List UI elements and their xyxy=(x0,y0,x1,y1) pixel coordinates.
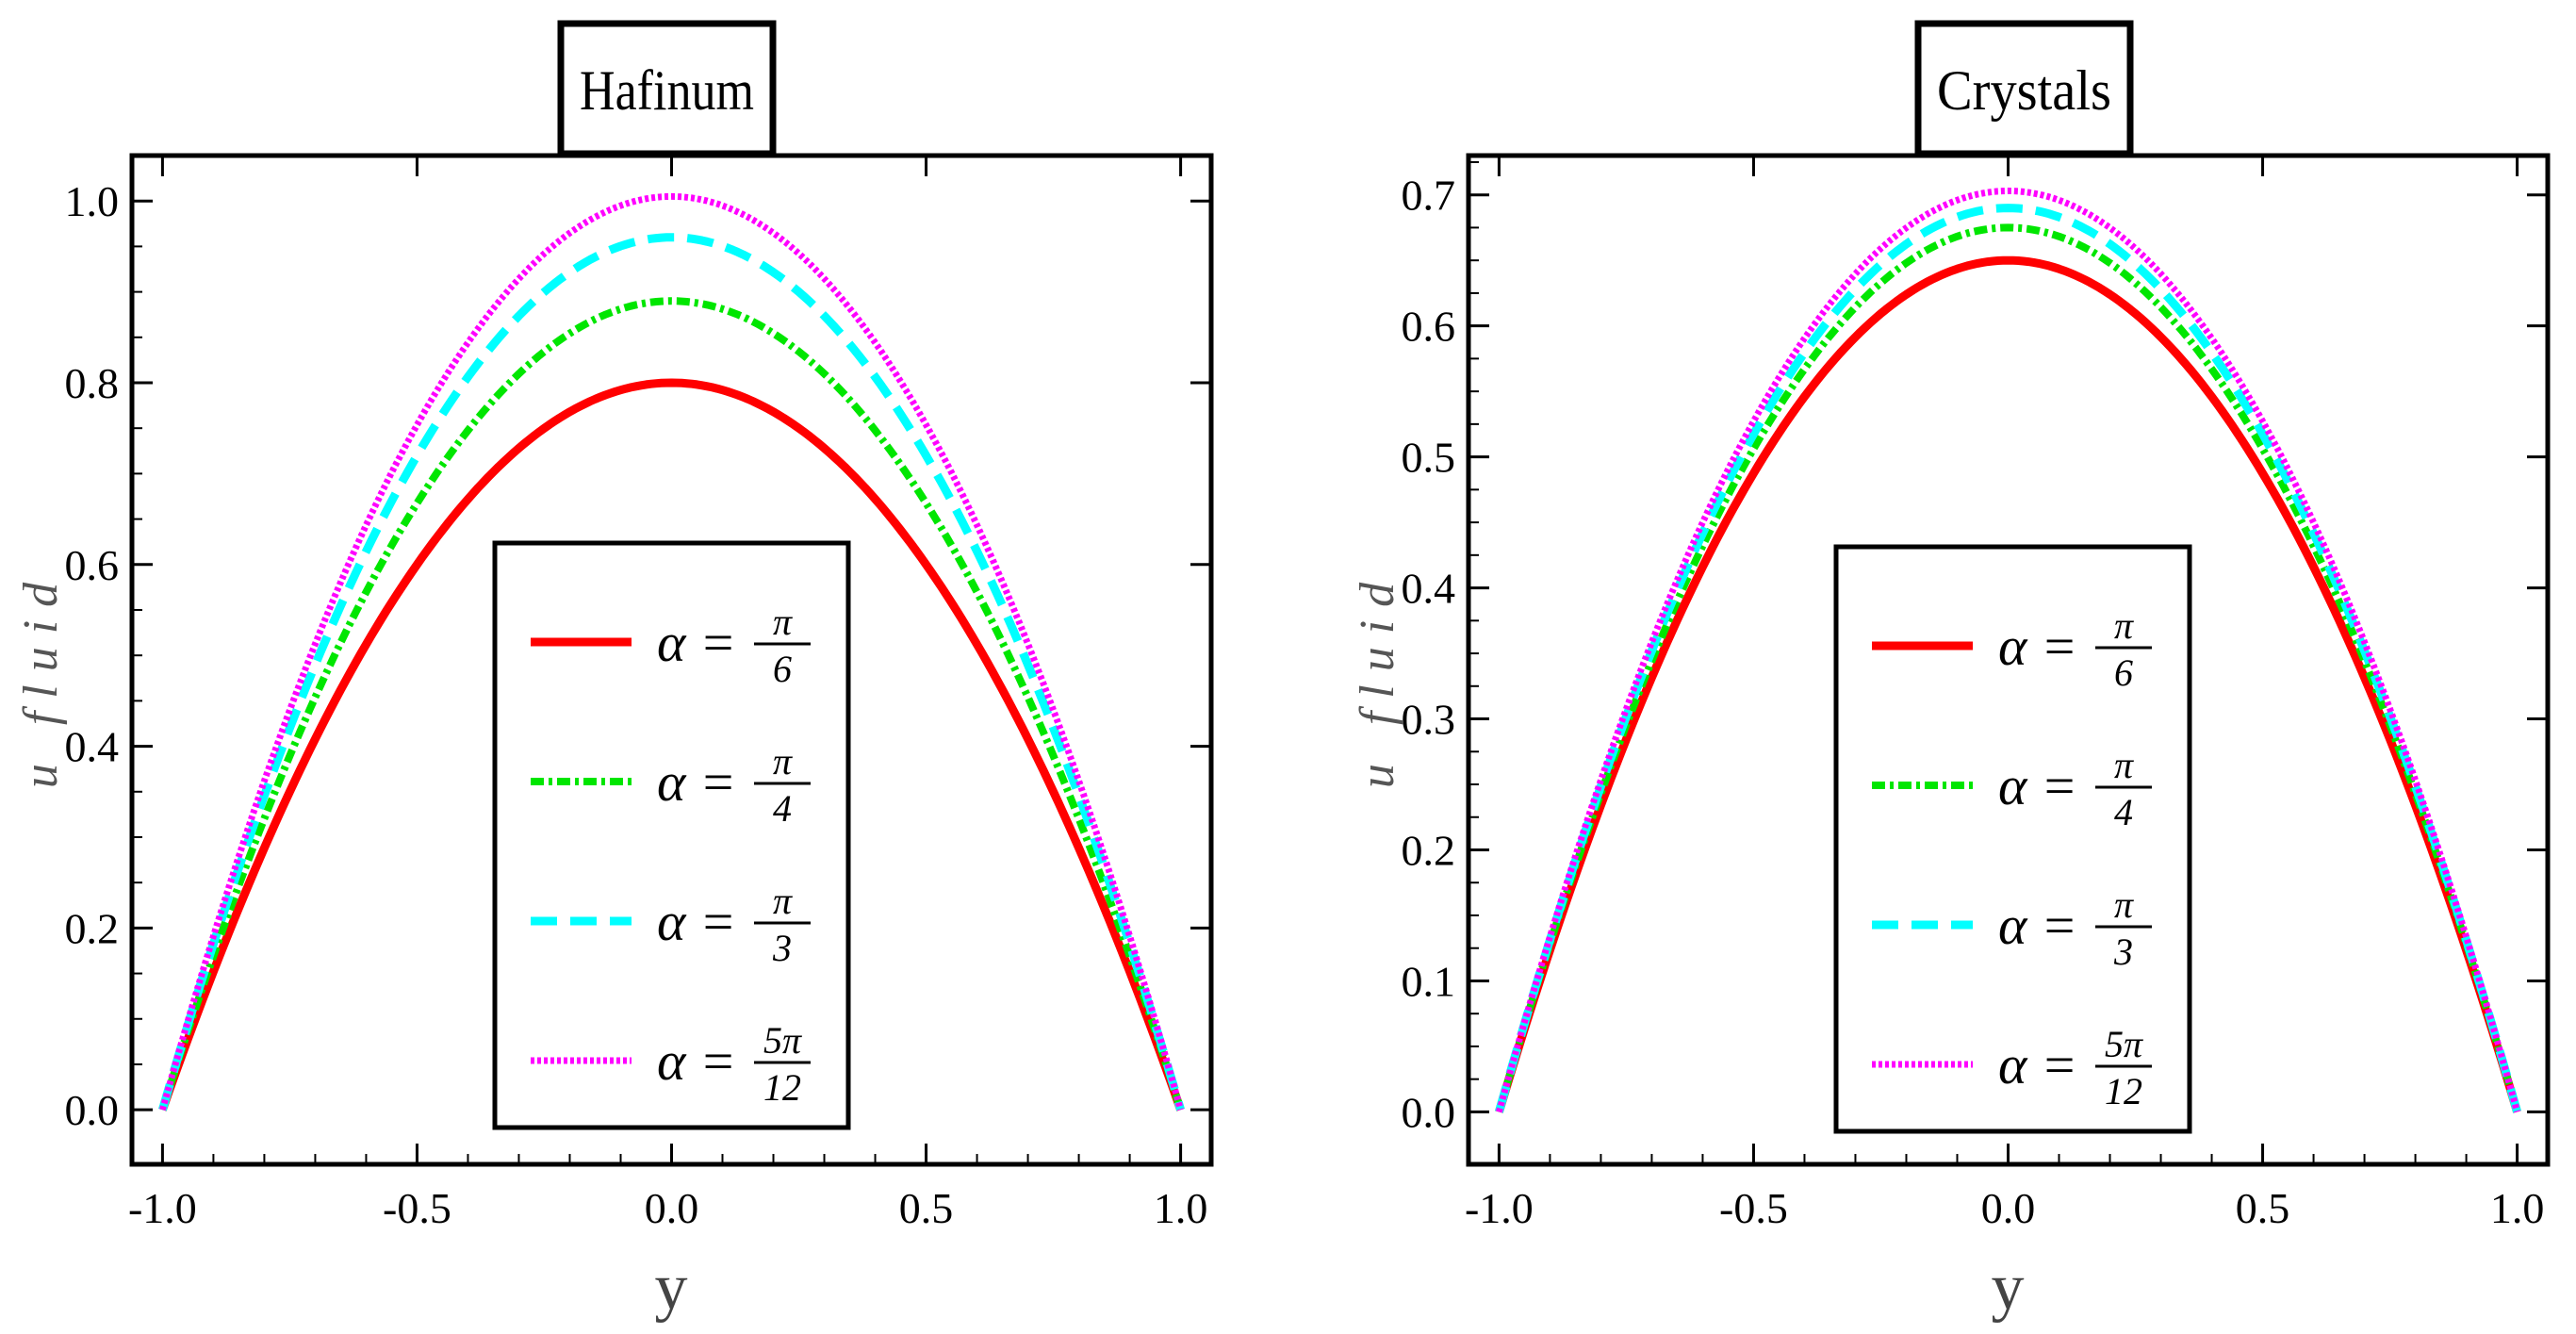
chart-title: Crystals xyxy=(1937,59,2111,122)
legend-frac-den: 3 xyxy=(2113,931,2133,973)
legend-frac-num: π xyxy=(773,740,793,782)
legend-frac-num: π xyxy=(773,601,793,643)
series-line-3 xyxy=(158,233,1185,1112)
y-tick-label: 0.7 xyxy=(1402,172,1456,220)
legend-label-3: α = xyxy=(1998,895,2077,956)
x-tick-label: 1.0 xyxy=(2490,1184,2545,1232)
legend-frac-den: 4 xyxy=(773,787,792,830)
series-line-4 xyxy=(1496,188,2520,1113)
legend-label-4: α = xyxy=(657,1030,736,1092)
chart-panel-1: -1.0 -0.5 0.0 0.5 1.0 0.0 0.2 0.4 0.6 0.8 1.0 Hafin… xyxy=(14,20,1214,1324)
x-tick-label: -0.5 xyxy=(1719,1184,1788,1232)
legend-frac-num: π xyxy=(2114,744,2134,786)
series-line-1 xyxy=(158,378,1185,1112)
x-tick-label: 1.0 xyxy=(1154,1184,1208,1232)
y-tick-label: 0.2 xyxy=(65,904,120,952)
y-tick-label: 0.8 xyxy=(65,359,120,407)
y-axis-title: u fluid xyxy=(1351,569,1404,788)
y-tick-label: 0.6 xyxy=(65,541,120,589)
x-tick-label: -1.0 xyxy=(128,1184,197,1232)
series-line-2 xyxy=(158,297,1185,1112)
y-tick-label: 0.5 xyxy=(1402,434,1456,482)
chart-title-box xyxy=(557,20,777,157)
y-axis-title: u fluid xyxy=(14,569,68,788)
legend-label-2: α = xyxy=(657,751,736,813)
x-tick-label: 0.5 xyxy=(2236,1184,2290,1232)
y-tick-label: 0.0 xyxy=(1402,1088,1456,1136)
series-line-4 xyxy=(159,192,1184,1112)
legend-frac-den: 4 xyxy=(2114,791,2133,833)
legend-frac-den: 6 xyxy=(773,648,792,690)
y-tick-label: 0.4 xyxy=(1402,565,1456,613)
y-tick-label: 0.1 xyxy=(1402,957,1456,1005)
x-tick-label: 0.0 xyxy=(1981,1184,2036,1232)
chart-title-box xyxy=(1914,20,2134,157)
y-tick-label: 0.6 xyxy=(1402,303,1456,351)
legend-frac-num: π xyxy=(773,880,793,922)
chart-title: Hafinum xyxy=(580,59,754,122)
x-axis-title: y xyxy=(655,1251,688,1324)
legend-frac-num: π xyxy=(2114,604,2134,647)
series-line-3 xyxy=(1495,204,2521,1113)
y-tick-label: 0.3 xyxy=(1402,696,1456,744)
legend-frac-den: 6 xyxy=(2114,651,2133,694)
legend-label-4: α = xyxy=(1998,1034,2077,1095)
legend-frac-num: π xyxy=(2114,883,2134,926)
legend-label-2: α = xyxy=(1998,755,2077,816)
legend-frac-den: 12 xyxy=(763,1066,801,1109)
legend-frac-den: 3 xyxy=(772,927,792,969)
x-tick-label: -0.5 xyxy=(383,1184,451,1232)
x-tick-label: 0.0 xyxy=(645,1184,699,1232)
legend-label-1: α = xyxy=(657,612,736,673)
legend-frac-den: 12 xyxy=(2105,1070,2142,1112)
x-axis-title: y xyxy=(1992,1251,2025,1324)
y-tick-label: 0.4 xyxy=(65,723,120,771)
legend-label-3: α = xyxy=(657,891,736,952)
x-tick-label: 0.5 xyxy=(899,1184,954,1232)
legend-frac-num: 5π xyxy=(2105,1023,2143,1065)
legend-label-1: α = xyxy=(1998,616,2077,677)
chart-panel-2: -1.0 -0.5 0.0 0.5 1.0 0.0 0.1 0.2 0.3 0.4 0.5 0.6 0.… xyxy=(1351,20,2551,1324)
y-tick-label: 0.0 xyxy=(65,1086,120,1134)
legend-frac-num: 5π xyxy=(763,1019,802,1062)
x-tick-label: -1.0 xyxy=(1465,1184,1534,1232)
y-tick-label: 1.0 xyxy=(65,177,120,225)
series-line-1 xyxy=(1495,255,2521,1113)
y-tick-label: 0.2 xyxy=(1402,826,1456,874)
